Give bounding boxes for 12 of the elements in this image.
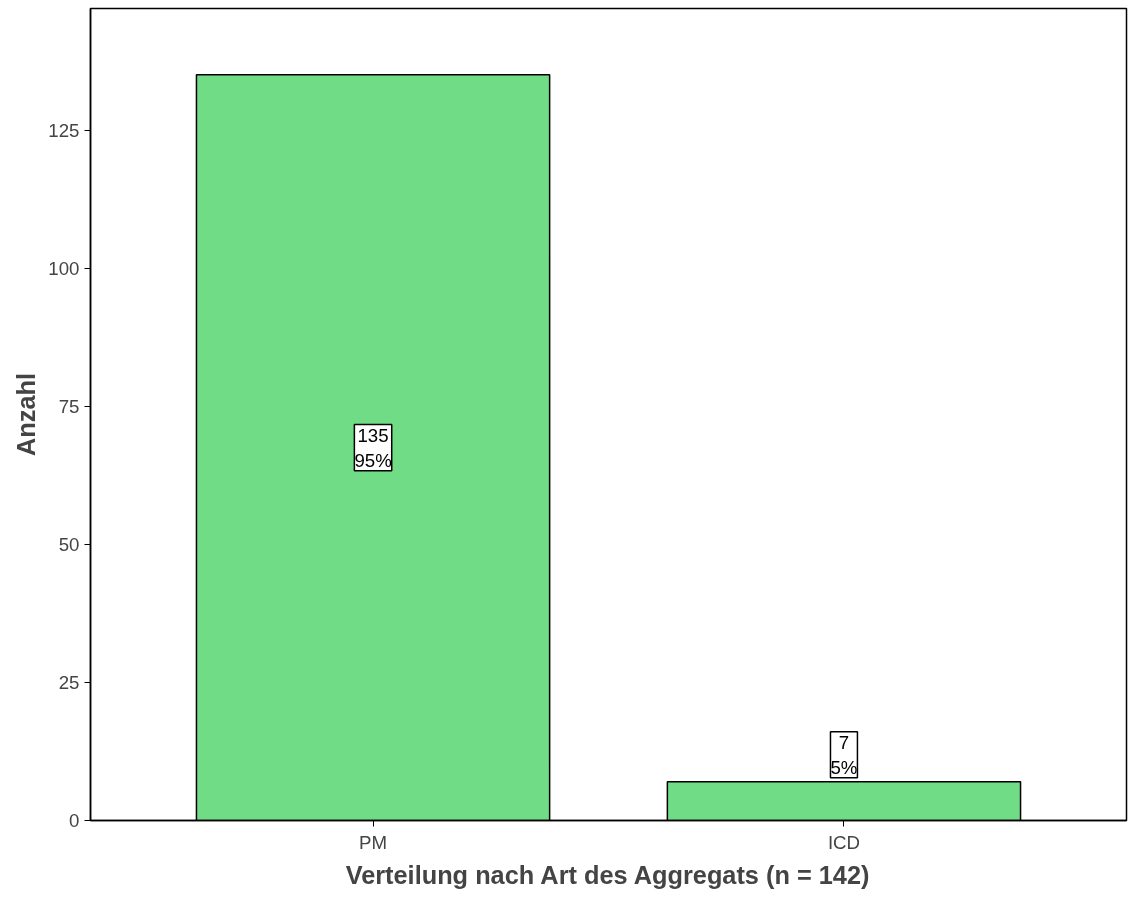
data-label: 7 5% (830, 731, 858, 778)
y-tick-label: 50 (58, 533, 80, 555)
y-tick-label: 125 (48, 119, 80, 141)
y-tick-label: 25 (58, 671, 80, 693)
y-tick-label: 100 (48, 257, 80, 279)
y-tick-label: 0 (69, 810, 80, 831)
y-tick-label: 75 (58, 395, 80, 417)
x-tick-label: PM (359, 831, 388, 853)
data-label: 135 95% (354, 424, 392, 471)
x-tick-label: ICD (827, 831, 861, 853)
y-axis-title: Anzahl (12, 372, 41, 457)
x-axis-title: Verteilung nach Art des Aggregats (n = 142) (345, 860, 870, 889)
